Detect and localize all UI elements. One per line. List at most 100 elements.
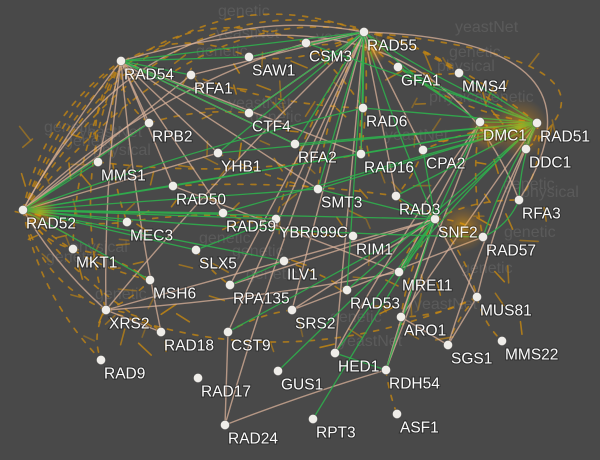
node-SGS1[interactable] [442, 339, 453, 350]
node-MMS1[interactable] [93, 156, 104, 167]
watermark-text: genetic [232, 243, 284, 260]
node-RDH54[interactable] [380, 364, 391, 375]
edge-tan-solid-MRE11-XRS2 [105, 271, 400, 311]
node-SRS2[interactable] [286, 304, 297, 315]
node-label-RAD52: RAD52 [26, 216, 76, 233]
node-GUS1[interactable] [272, 365, 283, 376]
edge-dash-fragment [115, 243, 130, 247]
node-label-CSM3: CSM3 [309, 49, 352, 66]
edge-green-solid-RAD52-SMT3 [22, 188, 319, 211]
edge-dash-fragment [20, 172, 27, 187]
node-ILV1[interactable] [278, 255, 289, 266]
node-label-RPB2: RPB2 [152, 129, 193, 146]
node-SNF2[interactable] [429, 213, 440, 224]
node-MMS4[interactable] [453, 68, 464, 79]
node-label-SMT3: SMT3 [321, 195, 362, 212]
edge-dash-fragment [476, 161, 487, 165]
node-RAD3[interactable] [390, 190, 401, 201]
node-CST9[interactable] [222, 326, 233, 337]
edge-dash-fragment [55, 234, 68, 239]
node-MUS81[interactable] [471, 291, 482, 302]
node-CPA2[interactable] [417, 144, 428, 155]
node-RAD24[interactable] [219, 419, 230, 430]
edge-tan-solid-RAD55-HED1 [334, 31, 365, 354]
node-RPT3[interactable] [307, 413, 318, 424]
node-ARO1[interactable] [395, 311, 406, 322]
edge-orange-dashed-MEC3-YBR099C [126, 214, 277, 223]
edge-green-solid-RAD52-RAD16 [22, 153, 362, 211]
node-DMC1[interactable] [474, 117, 485, 128]
node-DDC1[interactable] [521, 143, 532, 154]
node-MEC3[interactable] [122, 216, 133, 227]
edge-dash-fragment [178, 164, 194, 169]
edge-dash-fragment [41, 253, 53, 264]
node-label-ASF1: ASF1 [400, 420, 439, 437]
watermark-text: genetic [504, 224, 556, 241]
node-RAD55[interactable] [358, 26, 369, 37]
node-label-MMS22: MMS22 [505, 347, 558, 364]
node-MRE11[interactable] [393, 266, 404, 277]
node-RAD51[interactable] [532, 118, 543, 129]
node-label-CPA2: CPA2 [426, 156, 465, 173]
node-RFA3[interactable] [514, 194, 525, 205]
node-RFA1[interactable] [185, 70, 196, 81]
edge-green-solid-SNF2-RAD3 [395, 195, 436, 220]
node-RAD59[interactable] [217, 207, 228, 218]
edge-dash-fragment [164, 340, 167, 353]
node-RAD18[interactable] [155, 326, 166, 337]
node-RPB2[interactable] [143, 118, 154, 129]
node-GFA1[interactable] [392, 62, 403, 73]
edge-tan-solid-MRE11-RAD50 [172, 185, 400, 273]
node-label-RAD6: RAD6 [366, 114, 407, 131]
watermark-text: yeastNet [339, 333, 403, 350]
edge-dash-fragment [269, 341, 275, 353]
node-MKT1[interactable] [68, 243, 79, 254]
edge-dash-fragment [381, 303, 387, 313]
edge-orange-dashed-RAD52-MMS4 [22, 26, 460, 211]
node-RIM1[interactable] [347, 230, 358, 241]
node-RAD54[interactable] [116, 56, 127, 67]
node-RAD17[interactable] [192, 372, 203, 383]
node-YBR099C[interactable] [270, 213, 281, 224]
node-SAW1[interactable] [243, 52, 254, 63]
node-CSM3[interactable] [300, 38, 311, 49]
edge-orange-dashed-RAD51-RFA3 [518, 122, 540, 201]
node-XRS2[interactable] [101, 304, 112, 315]
node-label-RAD16: RAD16 [364, 160, 414, 177]
node-RAD6[interactable] [357, 103, 368, 114]
node-RAD53[interactable] [341, 284, 352, 295]
node-RPA135[interactable] [224, 279, 235, 290]
edge-orange-dashed-SNF2-ARO1 [400, 218, 436, 318]
edge-tan-solid-DMC1-RDH54 [385, 121, 481, 371]
node-YHB1[interactable] [212, 147, 223, 158]
node-RFA2[interactable] [289, 138, 300, 149]
node-RAD50[interactable] [167, 180, 178, 191]
edge-dash-fragment [423, 52, 433, 71]
node-RAD9[interactable] [96, 354, 107, 365]
node-label-MMS4: MMS4 [462, 79, 507, 96]
node-label-ARO1: ARO1 [404, 323, 446, 340]
node-label-YBR099C: YBR099C [279, 225, 348, 242]
node-SLX5[interactable] [190, 244, 201, 255]
node-label-CTF4: CTF4 [252, 119, 291, 136]
node-MMS22[interactable] [496, 335, 507, 346]
edge-dash-fragment [119, 328, 126, 346]
node-RAD16[interactable] [355, 148, 366, 159]
edge-dash-fragment [347, 327, 364, 339]
node-SMT3[interactable] [312, 183, 323, 194]
node-MSH6[interactable] [144, 274, 155, 285]
edge-dash-fragment [551, 119, 557, 138]
edge-green-solid-RAD54-RFA1 [120, 60, 192, 76]
node-CTF4[interactable] [243, 108, 254, 119]
node-ASF1[interactable] [391, 408, 402, 419]
edge-tan-solid-RAD55-SRS2 [291, 31, 365, 311]
node-label-RFA2: RFA2 [298, 150, 337, 167]
node-RAD52[interactable] [17, 204, 28, 215]
node-HED1[interactable] [329, 347, 340, 358]
edge-dash-fragment [285, 129, 299, 133]
edge-orange-dashed-RAD50-RAD3 [172, 183, 397, 197]
node-RAD57[interactable] [477, 231, 488, 242]
edge-orange-dashed-RAD54-MKT1 [72, 60, 122, 250]
